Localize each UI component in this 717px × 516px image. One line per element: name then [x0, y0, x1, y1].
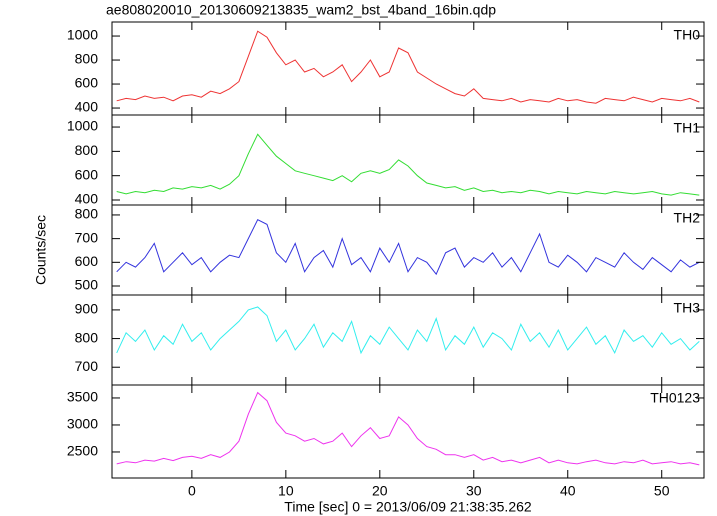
y-tick-label: 3500: [67, 389, 98, 405]
x-axis-label: Time [sec] 0 = 2013/06/09 21:38:35.262: [284, 499, 532, 515]
panel-label: TH0123: [650, 390, 700, 406]
data-line: [116, 219, 700, 276]
y-tick-label: 800: [75, 206, 99, 222]
panel-frame: [111, 21, 705, 116]
x-tick-label: 20: [372, 483, 388, 499]
chart-title: ae808020010_20130609213835_wam2_bst_4ban…: [106, 2, 496, 18]
panel-label: TH1: [674, 120, 701, 136]
y-tick-label: 1000: [67, 27, 98, 43]
y-tick-label: 700: [75, 358, 99, 374]
panel-label: TH3: [674, 300, 701, 316]
panel-label: TH0: [674, 27, 701, 43]
y-tick-label: 2500: [67, 443, 98, 459]
y-tick-label: 400: [75, 191, 99, 207]
y-tick-label: 800: [75, 142, 99, 158]
panel-frame: [111, 384, 705, 479]
y-tick-label: 700: [75, 229, 99, 245]
x-tick-label: 40: [560, 483, 576, 499]
x-tick-label: 30: [466, 483, 482, 499]
data-line: [116, 133, 700, 196]
y-tick-label: 900: [75, 301, 99, 317]
y-tick-label: 600: [75, 166, 99, 182]
y-tick-label: 3000: [67, 416, 98, 432]
x-tick-label: 10: [278, 483, 294, 499]
y-axis-label: Counts/sec: [33, 215, 49, 285]
y-tick-label: 500: [75, 277, 99, 293]
x-tick-label: 50: [654, 483, 670, 499]
y-tick-label: 600: [75, 253, 99, 269]
panel-label: TH2: [674, 210, 701, 226]
y-tick-label: 400: [75, 99, 99, 115]
data-line: [116, 391, 700, 466]
data-line: [116, 30, 700, 104]
data-line: [116, 306, 700, 355]
y-tick-label: 1000: [67, 118, 98, 134]
panel-frame: [111, 204, 705, 296]
y-tick-label: 800: [75, 329, 99, 345]
y-tick-label: 800: [75, 51, 99, 67]
x-tick-label: 0: [188, 483, 196, 499]
panel-frame: [111, 294, 705, 386]
y-tick-label: 600: [75, 75, 99, 91]
